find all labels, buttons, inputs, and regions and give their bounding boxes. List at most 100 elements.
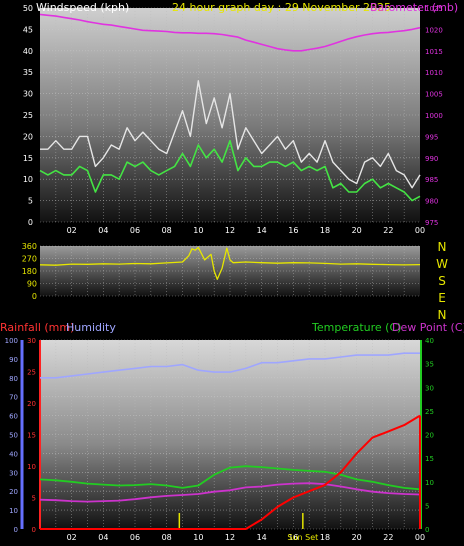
x-tick-label-wind: 00 xyxy=(415,226,425,235)
x-tick-label-wind: 18 xyxy=(320,226,330,235)
x-tick-label-wind: 04 xyxy=(98,226,108,235)
y-tick-wind: 35 xyxy=(23,68,33,77)
y-tick-rain: 0 xyxy=(32,526,36,534)
y-tick-temp: 15 xyxy=(425,455,434,463)
y-tick-temp: 10 xyxy=(425,479,434,487)
y-tick-wind: 50 xyxy=(23,4,33,13)
x-tick-label-wind: 14 xyxy=(257,226,267,235)
y-tick-barometer: 1025 xyxy=(425,5,443,13)
x-tick-label-wind: 02 xyxy=(67,226,77,235)
rainfall-label: Rainfall (mm) xyxy=(0,321,74,334)
y-tick-barometer: 980 xyxy=(425,198,438,206)
graph-title: 24 hour graph day : 29 November 2025 xyxy=(172,1,391,14)
y-tick-humidity: 0 xyxy=(14,526,18,534)
y-tick-barometer: 1020 xyxy=(425,26,443,34)
y-tick-temp: 0 xyxy=(425,526,429,534)
x-tick-label-wind: 22 xyxy=(383,226,393,235)
series-wind xyxy=(39,139,421,202)
series-rainfall xyxy=(40,414,421,530)
x-tick-label-wind: 06 xyxy=(130,226,140,235)
compass-letter: W xyxy=(436,257,448,271)
y-tick-barometer: 975 xyxy=(425,219,438,227)
y-tick-direction: 90 xyxy=(27,280,37,289)
x-tick-label-temp: 14 xyxy=(257,533,267,542)
y-tick-direction: 270 xyxy=(22,255,37,264)
series-temperature xyxy=(39,465,421,491)
barometer-label: Barometer (mb) xyxy=(370,1,458,14)
series-gust xyxy=(40,80,421,189)
x-tick-label-temp: 18 xyxy=(320,533,330,542)
x-tick-label-temp: 02 xyxy=(67,533,77,542)
y-tick-temp: 5 xyxy=(425,502,429,510)
y-tick-rain: 10 xyxy=(27,463,36,471)
x-tick-label-temp: 10 xyxy=(193,533,203,542)
x-tick-label-wind: 20 xyxy=(352,226,362,235)
y-tick-humidity: 90 xyxy=(9,356,18,364)
y-tick-rain: 30 xyxy=(27,337,36,345)
series-dewpoint xyxy=(39,482,421,503)
y-tick-humidity: 10 xyxy=(9,507,18,515)
y-tick-humidity: 40 xyxy=(9,450,18,458)
y-tick-wind: 40 xyxy=(23,47,33,56)
y-tick-wind: 20 xyxy=(23,132,33,141)
x-tick-label-wind: 08 xyxy=(162,226,172,235)
y-tick-humidity: 100 xyxy=(5,337,18,345)
y-tick-temp: 40 xyxy=(425,337,434,345)
y-tick-barometer: 995 xyxy=(425,133,438,141)
y-tick-temp: 25 xyxy=(425,408,434,416)
x-tick-label-wind: 10 xyxy=(193,226,203,235)
x-tick-label-temp: 08 xyxy=(162,533,172,542)
y-tick-barometer: 1005 xyxy=(425,91,443,99)
x-tick-label-temp: 04 xyxy=(98,533,108,542)
y-tick-wind: 10 xyxy=(23,175,33,184)
y-tick-direction: 0 xyxy=(32,292,37,301)
y-tick-wind: 25 xyxy=(23,111,33,120)
compass-letter: N xyxy=(438,308,447,322)
y-tick-barometer: 1010 xyxy=(425,69,443,77)
x-tick-label-wind: 12 xyxy=(225,226,235,235)
y-tick-wind: 30 xyxy=(23,90,33,99)
series-humidity xyxy=(40,352,420,379)
y-tick-humidity: 60 xyxy=(9,413,18,421)
x-tick-label-temp: 06 xyxy=(130,533,140,542)
series-direction xyxy=(39,246,421,280)
x-tick-label-wind: 16 xyxy=(288,226,298,235)
x-tick-label-temp: 12 xyxy=(225,533,235,542)
series-barometer xyxy=(39,13,421,52)
compass-letter: S xyxy=(438,274,446,288)
y-tick-wind: 0 xyxy=(28,218,33,227)
y-tick-humidity: 80 xyxy=(9,375,18,383)
y-tick-barometer: 1000 xyxy=(425,112,443,120)
y-tick-wind: 15 xyxy=(23,154,33,163)
y-tick-barometer: 985 xyxy=(425,176,438,184)
humidity-label: Humidity xyxy=(66,321,116,334)
x-tick-label-temp: 16 xyxy=(288,533,298,542)
temperature-label: Temperature (C) xyxy=(311,321,401,334)
y-tick-direction: 180 xyxy=(22,267,37,276)
y-tick-humidity: 20 xyxy=(9,488,18,496)
y-tick-rain: 5 xyxy=(32,495,36,503)
compass-letter: N xyxy=(438,240,447,254)
y-tick-humidity: 70 xyxy=(9,394,18,402)
x-tick-label-temp: 22 xyxy=(383,533,393,542)
y-tick-rain: 25 xyxy=(27,369,36,377)
y-tick-temp: 20 xyxy=(425,432,434,440)
y-tick-wind: 5 xyxy=(28,197,33,206)
dewpoint-label: Dew Point (C) xyxy=(392,321,464,334)
y-tick-barometer: 990 xyxy=(425,155,438,163)
marker-label: Sun Set xyxy=(287,533,318,542)
y-tick-humidity: 50 xyxy=(9,432,18,440)
compass-letter: E xyxy=(438,291,446,305)
y-tick-barometer: 1015 xyxy=(425,48,443,56)
y-tick-humidity: 30 xyxy=(9,469,18,477)
x-tick-label-temp: 20 xyxy=(352,533,362,542)
y-tick-temp: 35 xyxy=(425,361,434,369)
y-tick-wind: 45 xyxy=(23,25,33,34)
y-tick-rain: 15 xyxy=(27,432,36,440)
x-tick-label-temp: 00 xyxy=(415,533,425,542)
windspeed-label: Windspeed (kph) xyxy=(36,1,129,14)
y-tick-temp: 30 xyxy=(425,384,434,392)
y-tick-direction: 360 xyxy=(22,242,37,251)
y-tick-rain: 20 xyxy=(27,400,36,408)
